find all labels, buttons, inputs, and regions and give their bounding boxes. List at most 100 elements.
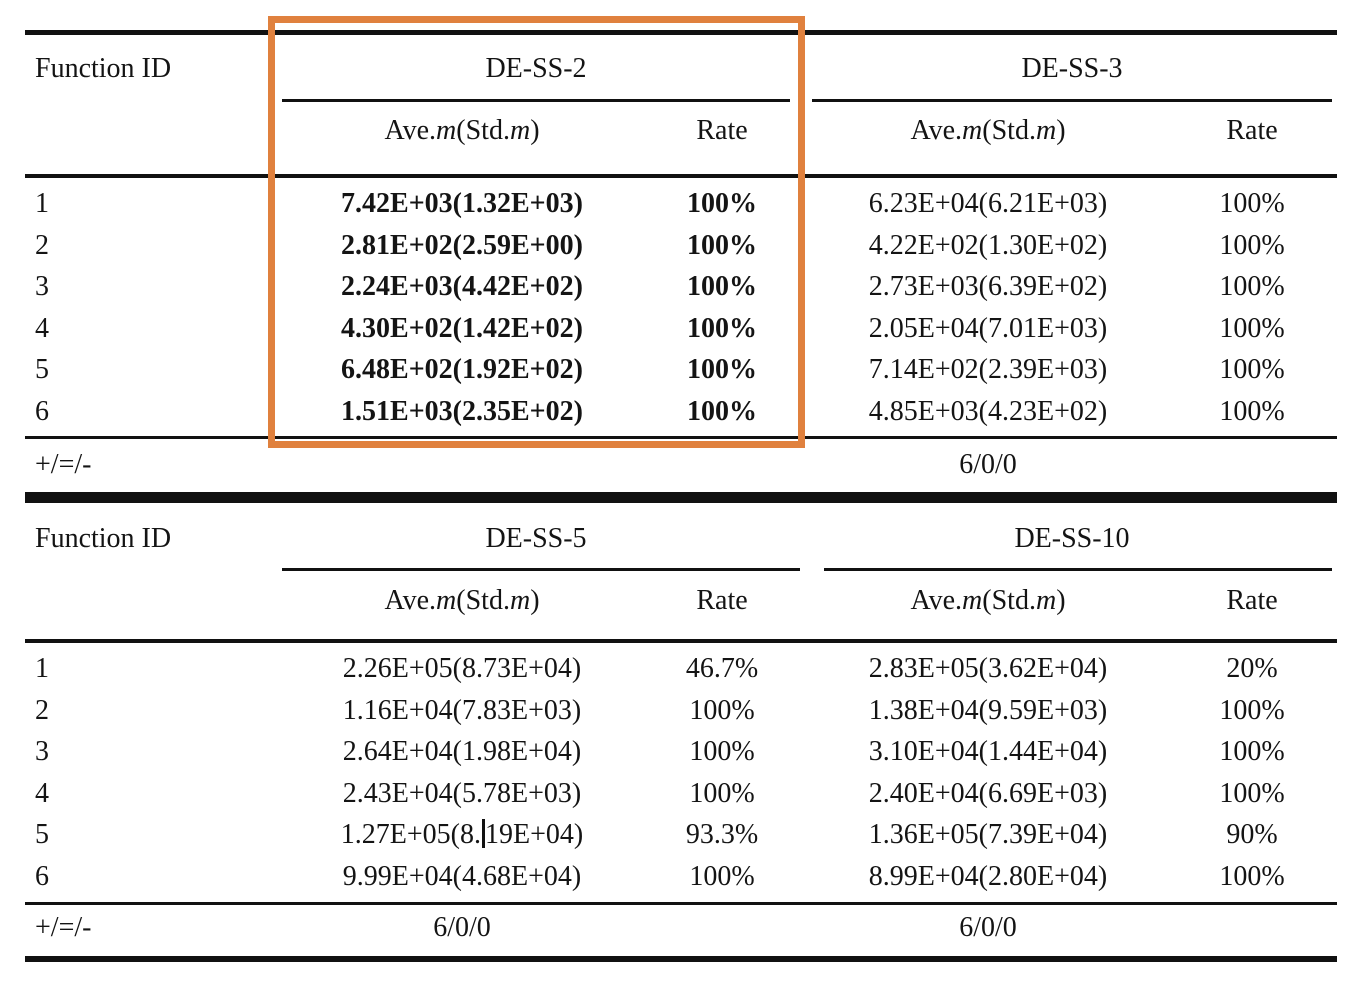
ave-std-text: ) — [530, 585, 540, 616]
table2-subheader-row: Ave.m(Std.m) Rate Ave.m(Std.m) Rate — [0, 580, 1360, 622]
rate-cell: 100% — [1219, 271, 1285, 302]
ave-std-cell: 6.48E+02(1.92E+02) — [341, 354, 583, 385]
table2-summary-row: +/=/- 6/0/0 6/0/0 — [0, 906, 1360, 950]
math-m: m — [1035, 115, 1057, 146]
table2-group1-name: DE-SS-5 — [485, 523, 587, 554]
rate-cell: 100% — [1219, 778, 1285, 809]
function-id-cell: 1 — [35, 188, 49, 219]
ave-std-cell: 1.16E+04(7.83E+03) — [342, 695, 582, 726]
table1-summary-label: +/=/- — [35, 449, 92, 480]
table1-group1-rate-header: Rate — [696, 115, 748, 146]
function-id-cell: 5 — [35, 354, 49, 385]
ave-std-cell: 2.83E+05(3.62E+04) — [868, 653, 1108, 684]
rate-cell: 100% — [689, 861, 755, 892]
table-row: 6 1.51E+03(2.35E+02) 100% 4.85E+03(4.23E+02… — [0, 391, 1360, 432]
rate-cell: 100% — [687, 230, 757, 261]
table2-bottom-rule — [25, 956, 1337, 962]
ave-std-cell: 2.05E+04(7.01E+03) — [868, 313, 1108, 344]
table1-data-rule — [25, 436, 1337, 439]
table2-group2-name: DE-SS-10 — [1014, 523, 1130, 554]
function-id-cell: 5 — [35, 819, 49, 850]
rate-cell: 100% — [1219, 188, 1285, 219]
function-id-cell: 6 — [35, 861, 49, 892]
ave-std-text: ) — [1056, 585, 1066, 616]
rate-cell: 100% — [1219, 354, 1285, 385]
function-id-cell: 1 — [35, 653, 49, 684]
table2-summary-label: +/=/- — [35, 912, 92, 943]
table1-header-rule — [25, 174, 1337, 178]
ave-std-text: Ave. — [384, 585, 437, 616]
function-id-cell: 2 — [35, 695, 49, 726]
table1-group2-name: DE-SS-3 — [1021, 53, 1123, 84]
table2-group1-rate-header: Rate — [696, 585, 748, 616]
table-row: 2 2.81E+02(2.59E+00) 100% 4.22E+02(1.30E+02… — [0, 225, 1360, 266]
rate-cell: 46.7% — [685, 653, 759, 684]
rate-cell: 100% — [689, 695, 755, 726]
rate-cell: 20% — [1226, 653, 1278, 684]
ave-std-cell: 6.23E+04(6.21E+03) — [868, 188, 1108, 219]
ave-std-cell: 4.30E+02(1.42E+02) — [341, 313, 583, 344]
ave-std-cell: 4.85E+03(4.23E+02) — [868, 396, 1108, 427]
rate-cell: 100% — [689, 778, 755, 809]
table-row: 4 2.43E+04(5.78E+03) 100% 2.40E+04(6.69E+03… — [0, 773, 1360, 814]
ave-std-cell: 2.73E+03(6.39E+02) — [868, 271, 1108, 302]
math-m: m — [509, 585, 531, 616]
table1-group2-rate-header: Rate — [1226, 115, 1278, 146]
table1-subheader-row: Ave.m(Std.m) Rate Ave.m(Std.m) Rate — [0, 110, 1360, 152]
table1-group-header-row: Function ID DE-SS-2 DE-SS-3 — [0, 48, 1360, 90]
ave-std-cell: 2.24E+03(4.42E+02) — [341, 271, 583, 302]
rate-cell: 100% — [687, 396, 757, 427]
math-m: m — [509, 115, 531, 146]
table-row: 5 1.27E+05(8. 19E+04) 93.3% 1.36E+05(7.39E+0… — [0, 814, 1360, 855]
function-id-cell: 4 — [35, 778, 49, 809]
table-separator-rule — [25, 492, 1337, 503]
ave-std-text: ) — [530, 115, 540, 146]
math-m: m — [1035, 585, 1057, 616]
table2-group2-midrule — [824, 568, 1332, 571]
text-cursor-artifact — [482, 819, 485, 848]
ave-std-text: (Std. — [456, 115, 510, 146]
ave-std-cell: 4.22E+02(1.30E+02) — [868, 230, 1108, 261]
ave-std-text: (Std. — [456, 585, 510, 616]
math-m: m — [962, 115, 983, 146]
table2-data-rule — [25, 902, 1337, 905]
ave-std-cell: 2.81E+02(2.59E+00) — [341, 230, 583, 261]
table1-function-id-header: Function ID — [35, 53, 172, 84]
table1-group2-ave-std-header: Ave.m(Std.m) — [788, 110, 1188, 152]
rate-cell: 100% — [1219, 230, 1285, 261]
ave-std-cell: 2.26E+05(8.73E+04) — [342, 653, 582, 684]
function-id-cell: 2 — [35, 230, 49, 261]
ave-std-cell: 2.64E+04(1.98E+04) — [342, 736, 582, 767]
rate-cell: 100% — [689, 736, 755, 767]
table2-group1-summary-value: 6/0/0 — [433, 912, 491, 943]
ave-std-cell: 1.36E+05(7.39E+04) — [868, 819, 1108, 850]
rate-cell: 100% — [687, 354, 757, 385]
ave-std-cell: 1.38E+04(9.59E+03) — [868, 695, 1108, 726]
math-m: m — [436, 585, 457, 616]
table2-group2-ave-std-header: Ave.m(Std.m) — [788, 580, 1188, 622]
table-row: 2 1.16E+04(7.83E+03) 100% 1.38E+04(9.59E+03… — [0, 690, 1360, 731]
rate-cell: 100% — [1219, 861, 1285, 892]
table-row: 4 4.30E+02(1.42E+02) 100% 2.05E+04(7.01E+03… — [0, 308, 1360, 349]
table-row: 3 2.24E+03(4.42E+02) 100% 2.73E+03(6.39E+02… — [0, 266, 1360, 307]
ave-std-cell: 1.27E+05(8. 19E+04) — [340, 819, 584, 850]
table-row: 1 2.26E+05(8.73E+04) 46.7% 2.83E+05(3.62E+0… — [0, 648, 1360, 689]
table1-group1-ave-std-header: Ave.m(Std.m) — [262, 110, 662, 152]
math-m: m — [436, 115, 457, 146]
table-row: 5 6.48E+02(1.92E+02) 100% 7.14E+02(2.39E+03… — [0, 349, 1360, 390]
table1-group1-name: DE-SS-2 — [485, 53, 587, 84]
ave-std-cell: 8.99E+04(2.80E+04) — [868, 861, 1108, 892]
table1-group2-midrule — [812, 99, 1332, 102]
ave-std-cell: 3.10E+04(1.44E+04) — [868, 736, 1108, 767]
table2-group1-ave-std-header: Ave.m(Std.m) — [262, 580, 662, 622]
table2-function-id-header: Function ID — [35, 523, 172, 554]
table-row: 6 9.99E+04(4.68E+04) 100% 8.99E+04(2.80E+04… — [0, 856, 1360, 897]
ave-std-cell: 9.99E+04(4.68E+04) — [342, 861, 582, 892]
table2-group-header-row: Function ID DE-SS-5 DE-SS-10 — [0, 518, 1360, 560]
rate-cell: 100% — [687, 188, 757, 219]
ave-std-text: (Std. — [982, 115, 1036, 146]
ave-std-cell: 2.43E+04(5.78E+03) — [342, 778, 582, 809]
function-id-cell: 4 — [35, 313, 49, 344]
rate-cell: 100% — [1219, 313, 1285, 344]
